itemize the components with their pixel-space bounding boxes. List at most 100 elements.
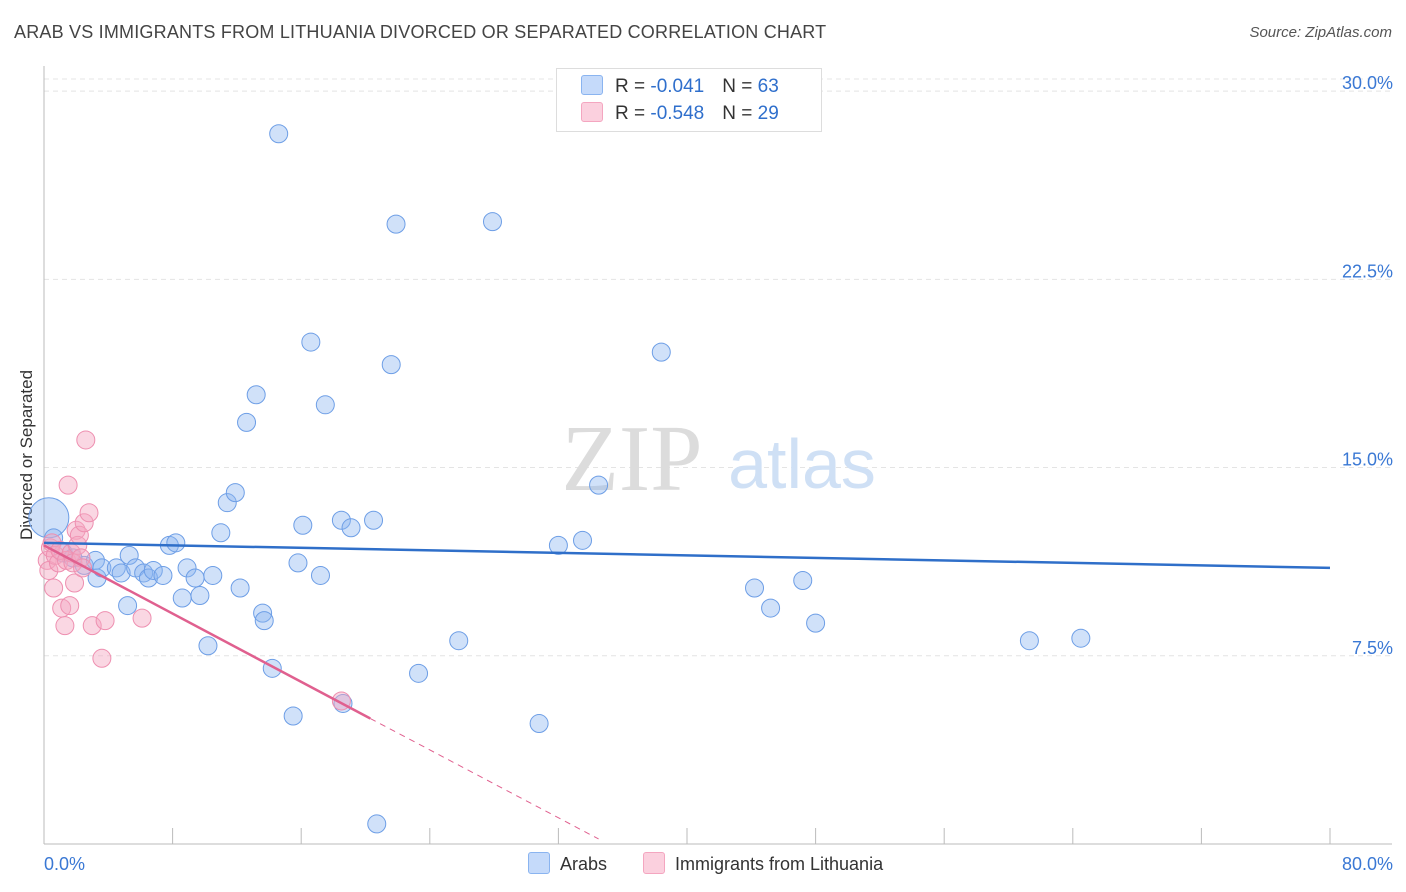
arabs-point [449,631,469,651]
arabs-point [237,412,257,432]
legend-row-arabs: R = -0.041 N = 63 [581,75,779,99]
arabs-point [211,523,231,543]
lithuania-point [95,611,115,631]
arabs-point [367,814,387,834]
y-tick-label: 7.5% [1352,638,1393,658]
arabs-point [409,663,429,683]
arabs-point [153,565,173,585]
arabs-trend-line [43,541,1331,570]
legend-n-label: N = [722,76,758,97]
arabs-point [283,706,303,726]
arabs-point [177,558,197,578]
arabs-point [172,588,192,608]
arabs-point [386,214,406,234]
legend-n-value: 63 [757,76,779,97]
legend-r-label: R = [615,76,651,97]
lithuania-point [68,535,88,555]
arabs-point [364,510,384,530]
arabs-point [381,355,401,375]
legend-n-value: 29 [757,103,779,124]
arabs-point [217,493,237,513]
arabs-point [166,533,186,553]
arabs-point [589,475,609,495]
arabs-point [185,568,205,588]
lithuania-point [44,578,64,598]
lithuania-point [65,573,85,593]
gridlines [44,78,1392,657]
arabs-point [118,596,138,616]
arabs-point [288,553,308,573]
legend-item-lithuania: Immigrants from Lithuania [643,852,883,875]
lithuania-point [55,616,75,636]
source-label: Source: ZipAtlas.com [1249,24,1392,41]
trend-lines [43,541,1331,840]
arabs-point [143,560,163,580]
arabs-point [293,515,313,535]
arabs-point [482,212,502,232]
arabs-point [548,535,568,555]
lithuania-trend-extension [370,718,599,840]
arabs-point [651,342,671,362]
arabs-point [119,545,139,565]
arabs-point [529,714,549,734]
arabs-point [225,483,245,503]
lithuania-point [82,616,102,636]
x-tick-label: 0.0% [44,854,85,874]
arabs-point [269,124,289,144]
arabs-point [254,611,274,631]
x-tick-label: 80.0% [1342,854,1393,874]
legend-label-lithuania: Immigrants from Lithuania [675,854,884,874]
watermark-atlas: atlas [728,425,876,503]
arabs-point [253,603,273,623]
lithuania-point [60,596,80,616]
legend-n-label: N = [722,103,758,124]
arabs-point [315,395,335,415]
lithuania-swatch [581,102,603,122]
arabs-point [745,578,765,598]
lithuania-point [76,430,96,450]
arabs-point [310,565,330,585]
lithuania-point [132,608,152,628]
lithuania-point [58,475,78,495]
axes [43,66,1392,845]
arabs-point [806,613,826,633]
y-tick-label: 15.0% [1342,450,1393,470]
y-tick-label: 30.0% [1342,73,1393,93]
correlation-legend: R = -0.041 N = 63 R = -0.548 N = 29 [556,68,822,132]
arabs-point [341,518,361,538]
arabs-point [111,563,131,583]
legend-r-label: R = [615,103,651,124]
legend-item-arabs: Arabs [528,852,607,875]
legend-row-lithuania: R = -0.548 N = 29 [581,102,779,126]
arabs-point [301,332,321,352]
legend-r-value: -0.548 [650,103,705,124]
lithuania-point [79,503,99,523]
tick-labels: 7.5% 15.0% 22.5% 30.0% 0.0% 80.0% [44,73,1393,874]
arabs-point [761,598,781,618]
lithuania-trend-line [43,544,371,720]
arabs-point [331,510,351,530]
chart-title: ARAB VS IMMIGRANTS FROM LITHUANIA DIVORC… [14,22,827,42]
y-tick-label: 22.5% [1342,261,1393,281]
arabs-point [246,385,266,405]
arabs-swatch [528,852,550,874]
arabs-point [28,497,70,539]
lithuania-point [74,513,94,533]
arabs-point [198,636,218,656]
lithuania-swatch [643,852,665,874]
lithuania-point [92,648,112,668]
watermark-zip: ZIP [562,407,703,511]
legend-r-value: -0.041 [650,76,705,97]
arabs-point [573,530,593,550]
arabs-point [203,565,223,585]
arabs-points [28,124,1091,834]
lithuania-point [66,520,86,540]
arabs-point [190,586,210,606]
arabs-point [793,570,813,590]
arabs-point [1071,628,1091,648]
arabs-point [1019,631,1039,651]
legend-label-arabs: Arabs [560,854,608,874]
arabs-swatch [581,75,603,95]
arabs-point [230,578,250,598]
